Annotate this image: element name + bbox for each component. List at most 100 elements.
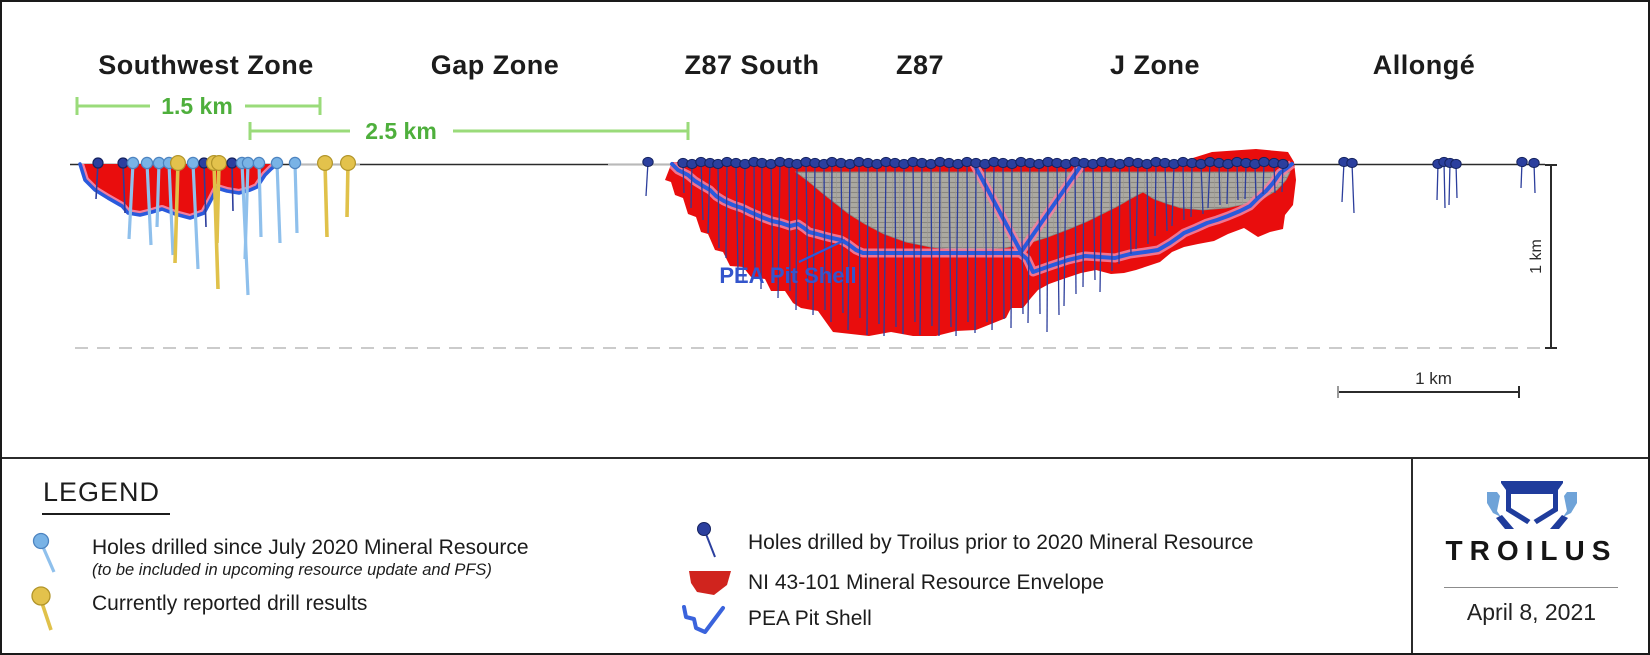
pea-pit-shell-line [972,162,1023,254]
drill-trace-navy [876,163,880,325]
drill-trace-navy [1171,163,1175,227]
sw-envelope-outline [78,162,279,220]
drill-trace-navy [1002,162,1005,320]
drill-trace-navy [1038,163,1041,315]
drill-trace-navy [955,163,959,337]
drill-trace-lb [243,162,250,260]
zone-label-southwest: Southwest Zone [98,50,314,80]
drill-trace-navy [1226,163,1229,205]
drill-trace-navy [645,161,649,197]
zone-label-allonge: Allongé [1372,50,1476,80]
drill-trace-navy [1074,161,1077,295]
drill-trace-navy [1056,162,1060,316]
dimension-label: 1.5 km [161,93,233,119]
drill-collar-lb [140,156,154,170]
brand-divider [1444,587,1618,588]
drill-trace-navy [894,162,897,328]
drill-trace-navy [930,163,933,327]
drill-trace-navy [1190,162,1193,218]
drill-trace-navy [966,161,969,323]
drill-trace-navy [840,162,844,314]
drill-trace-navy [700,161,704,221]
drill-trace-navy [1082,162,1085,288]
drill-collar-lb [288,156,302,170]
drill-trace-navy [984,163,988,323]
drill-trace-navy [1010,163,1013,329]
drill-trace-navy [1244,162,1247,200]
pin-yellow-icon [31,586,53,631]
legend-title: LEGEND [42,477,171,515]
drill-trace-navy [717,163,720,249]
drill-trace-navy [1351,162,1355,214]
drill-collar-db [117,157,129,169]
dimension-bar-1.5km: 1.5 km [75,93,322,119]
drill-trace-navy [1154,161,1157,237]
drill-trace-navy [707,162,711,234]
drill-trace-navy [1236,161,1239,201]
drill-trace-navy [991,161,995,331]
legend-item-label: Holes drilled since July 2020 Mineral Re… [92,536,529,559]
drill-trace-navy [1110,162,1113,272]
pin-lightblue-icon [32,532,56,573]
drill-trace-navy [1341,161,1345,203]
drill-collar-y [170,155,187,172]
cross-section-canvas: 1.5 km 2.5 km 1 km 1 km PEA Pit Shell [70,93,1557,398]
drill-trace-navy [760,162,763,290]
drill-trace-navy [1128,161,1132,255]
drill-trace-navy [795,163,798,311]
drill-collar-y [317,155,334,172]
pea-pit-shell-label: PEA Pit Shell [719,263,856,288]
legend-panel: LEGEND Holes drilled since July 2020 Min… [0,459,1411,655]
drill-collar-navy [1528,157,1540,169]
legend-item-label: NI 43-101 Mineral Resource Envelope [748,571,1105,594]
zone-label-z87south: Z87 South [684,50,820,80]
drill-collar-db [226,157,238,169]
legend-item-sublabel: (to be included in upcoming resource upd… [92,561,492,579]
drill-trace-db [95,162,99,200]
drill-collar-y [211,155,228,172]
pea-pit-shell-line [670,162,1294,274]
troilus-logo-icon [1487,481,1577,529]
drill-trace-navy [777,161,781,299]
brand-date: April 8, 2021 [1466,599,1597,625]
drill-trace-navy [742,163,746,283]
drill-trace-navy [690,163,693,209]
drill-trace-navy [1448,162,1451,206]
drill-trace-navy [770,163,774,281]
drill-trace-navy [1207,161,1211,209]
drill-trace-lb [127,162,135,240]
drill-trace-navy [974,162,977,334]
resource-envelope-icon [689,571,731,595]
vertical-scale-label: 1 km [1528,239,1545,274]
pin-navy-icon [697,522,716,558]
drill-trace-lb [191,162,200,270]
drill-trace-lb [275,162,282,244]
drill-trace-lb [167,162,175,256]
drill-collar-db [92,157,104,169]
drill-trace-navy [805,161,809,301]
drill-collar-lb [241,156,255,170]
zone-label-jzone: J Zone [1109,50,1201,80]
drill-collar-navy [1516,156,1528,168]
drill-trace-y [173,162,180,264]
drill-trace-navy [1099,161,1103,293]
drill-trace-navy [1027,162,1031,324]
drill-trace-y [323,162,329,238]
legend-item-label: Currently reported drill results [92,592,368,615]
footer-strip: LEGEND Holes drilled since July 2020 Min… [0,457,1650,655]
drill-trace-navy [1182,161,1185,221]
drill-trace-navy [1020,161,1024,315]
drill-collar-navy [1258,156,1270,168]
drill-trace-navy [938,161,941,337]
drill-trace-navy [830,161,833,323]
drill-trace-navy [902,163,905,335]
drill-trace-navy [1164,162,1168,232]
drill-trace-navy [1218,162,1221,206]
drill-trace-navy [1063,163,1067,307]
drill-trace-db [203,162,207,228]
drill-trace-lb [293,162,299,234]
drill-trace-navy [1135,162,1139,250]
drill-collar-navy [1346,157,1358,169]
drill-collar-lb [126,156,140,170]
drill-trace-navy [1436,163,1439,201]
